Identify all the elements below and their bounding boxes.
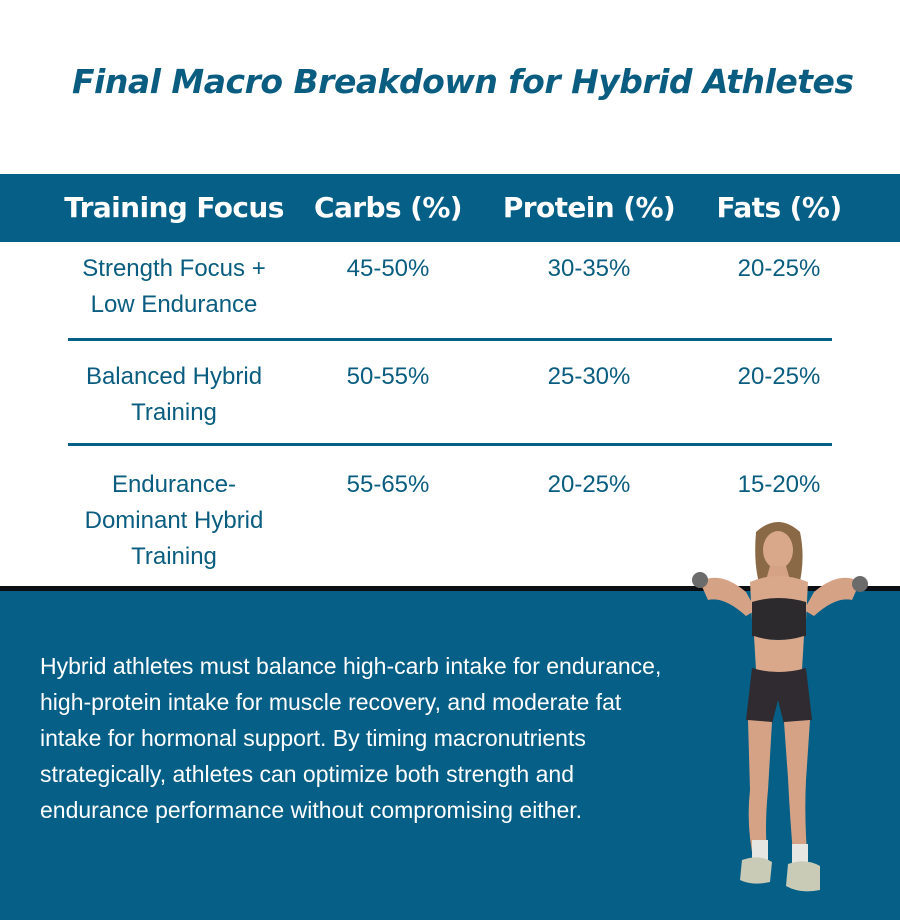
fats-cell: 20-25% (737, 255, 821, 282)
row-divider (68, 443, 832, 446)
training-focus-line: Low Endurance (90, 291, 258, 318)
summary-line: endurance performance without compromisi… (40, 797, 583, 823)
table-header: Training Focus Carbs (%) Protein (%) Fat… (0, 174, 900, 242)
column-header-fats: Fats (%) (716, 191, 842, 224)
training-focus-line: Dominant Hybrid (84, 507, 264, 534)
protein-cell: 20-25% (547, 471, 631, 498)
training-focus-line: Training (131, 543, 217, 570)
training-focus-line: Endurance- (111, 471, 237, 498)
training-focus-line: Balanced Hybrid (85, 363, 263, 390)
fats-cell: 15-20% (737, 471, 821, 498)
row-divider (68, 338, 832, 341)
training-focus-line: Strength Focus + (82, 255, 266, 282)
summary-line: strategically, athletes can optimize bot… (40, 761, 574, 787)
protein-cell: 30-35% (547, 255, 631, 282)
column-header-training-focus: Training Focus (64, 191, 284, 224)
fats-cell: 20-25% (737, 363, 821, 390)
carbs-cell: 45-50% (346, 255, 430, 282)
athlete-photo (692, 522, 868, 892)
training-focus-cell: Strength Focus + Low Endurance (62, 251, 286, 323)
summary-line: intake for hormonal support. By timing m… (40, 725, 586, 751)
column-header-carbs: Carbs (%) (314, 191, 463, 224)
carbs-cell: 50-55% (346, 363, 430, 390)
summary-line: Hybrid athletes must balance high-carb i… (40, 653, 662, 679)
training-focus-cell: Endurance- Dominant Hybrid Training (62, 467, 286, 575)
summary-line: high-protein intake for muscle recovery,… (40, 689, 622, 715)
protein-cell: 25-30% (547, 363, 631, 390)
page-title: Final Macro Breakdown for Hybrid Athlete… (72, 62, 854, 101)
training-focus-line: Training (131, 399, 217, 426)
carbs-cell: 55-65% (346, 471, 430, 498)
column-header-protein: Protein (%) (502, 191, 676, 224)
summary-text: Hybrid athletes must balance high-carb i… (40, 648, 740, 828)
training-focus-cell: Balanced Hybrid Training (62, 359, 286, 431)
